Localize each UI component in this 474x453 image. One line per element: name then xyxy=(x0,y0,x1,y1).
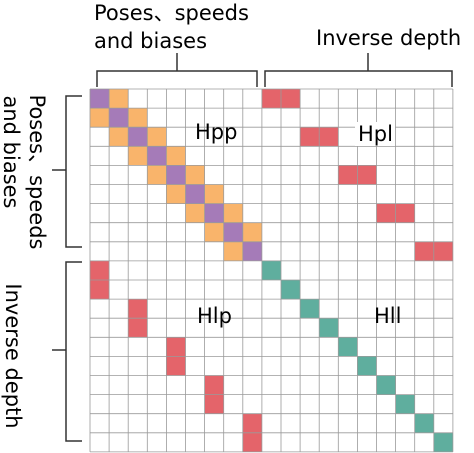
hll-diag-cell xyxy=(261,260,281,280)
block-label-hll: Hll xyxy=(374,304,401,328)
matrix-grid xyxy=(89,88,454,453)
hpp-offdiag-cell xyxy=(166,146,186,166)
hpp-offdiag-cell xyxy=(90,108,110,128)
hpp-offdiag-cell xyxy=(166,184,186,204)
hpp-offdiag-cell xyxy=(185,203,205,223)
hpp-offdiag-cell xyxy=(185,165,205,185)
hpp-diag-cell xyxy=(128,127,148,147)
bracket-top-poses xyxy=(96,53,258,87)
label-left-inverse-depth: Inverse depth xyxy=(1,283,25,428)
hll-diag-cell xyxy=(395,394,415,414)
block-label-hpp: Hpp xyxy=(195,120,237,144)
hpp-offdiag-cell xyxy=(128,108,148,128)
block-label-hpl-bg xyxy=(355,122,395,146)
hpp-diag-cell xyxy=(185,184,205,204)
hll-diag-cell xyxy=(338,337,358,357)
matrix-cells xyxy=(90,89,453,452)
label-top-poses-line2: and biases xyxy=(94,29,207,53)
block-label-hpl: Hpl xyxy=(358,122,393,146)
hll-diag-cell xyxy=(300,299,320,319)
label-top-poses-line1: Poses、speeds xyxy=(94,1,249,25)
hll-diag-cell xyxy=(376,375,396,395)
hpp-diag-cell xyxy=(242,241,262,261)
hpp-offdiag-cell xyxy=(147,165,167,185)
hpp-diag-cell xyxy=(166,165,186,185)
hpp-offdiag-cell xyxy=(223,203,243,223)
hpp-offdiag-cell xyxy=(109,89,129,109)
hpp-offdiag-cell xyxy=(223,241,243,261)
block-label-hlp: Hlp xyxy=(197,304,232,328)
bracket-left-poses xyxy=(52,95,82,248)
hpp-offdiag-cell xyxy=(204,184,224,204)
hpp-diag-cell xyxy=(147,146,167,166)
hll-diag-cell xyxy=(281,280,301,300)
hpp-offdiag-cell xyxy=(109,127,129,147)
hpp-diag-cell xyxy=(90,89,110,109)
hll-diag-cell xyxy=(414,413,434,433)
hpp-diag-cell xyxy=(223,222,243,242)
hll-diag-cell xyxy=(433,432,453,452)
label-left-poses-line2: and biases xyxy=(0,95,23,208)
hpp-offdiag-cell xyxy=(204,222,224,242)
hpp-offdiag-cell xyxy=(242,222,262,242)
hpp-offdiag-cell xyxy=(128,146,148,166)
bracket-left-inverse-depth xyxy=(52,261,82,442)
bracket-top-inverse-depth xyxy=(264,53,453,87)
label-top-inverse-depth: Inverse depth xyxy=(316,26,461,50)
hll-diag-cell xyxy=(319,318,339,338)
hpp-diag-cell xyxy=(109,108,129,128)
label-left-poses-line1: Poses、speeds xyxy=(25,95,49,250)
hpp-offdiag-cell xyxy=(147,127,167,147)
hpp-diag-cell xyxy=(204,203,224,223)
hll-diag-cell xyxy=(357,356,377,376)
